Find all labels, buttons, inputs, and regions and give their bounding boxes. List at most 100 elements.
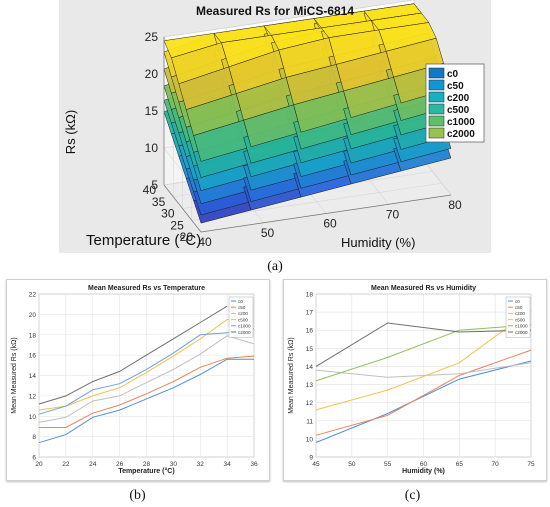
y-tick-label: 20	[180, 230, 194, 244]
legend-label-c200: c200	[447, 93, 470, 104]
chart-title: Measured Rs for MiCS-6814	[196, 4, 354, 18]
x-tick-label: 60	[420, 461, 428, 468]
x-axis-line	[200, 194, 452, 233]
x-tick-label: 45	[312, 461, 320, 468]
x-tick-label: 30	[170, 461, 178, 468]
legend-label-c1000: c1000	[447, 117, 475, 128]
x-tick-label: 65	[456, 461, 464, 468]
y-tick-label: 17	[306, 310, 314, 317]
y-tick-label: 10	[306, 436, 314, 443]
y-axis-label: Mean Measured Rs (kΩ)	[288, 337, 295, 413]
hum-series-c0-line	[315, 360, 532, 443]
humidity-chart-panel: 9 10 11 12 13 14 15 16 17 18 45 50 55 60 65 70 75 Mean Me…	[283, 279, 547, 481]
y-tick-label: 16	[306, 328, 314, 335]
legend-label-c2000: c2000	[238, 330, 251, 335]
legend-swatch-c50	[428, 79, 445, 91]
z-tick-label: 25	[145, 30, 159, 44]
y-tick-label: 16	[29, 353, 37, 360]
y-tick-label: 20	[29, 312, 37, 319]
x-tick-label: 22	[62, 461, 70, 468]
y-axis-label: Temperature (°C)	[86, 232, 201, 249]
y-tick-label: 40	[143, 183, 157, 197]
y-tick-label: 35	[152, 195, 166, 209]
caption-a: (a)	[267, 259, 283, 274]
y-tick-label: 25	[170, 218, 184, 232]
x-tick-label: 70	[386, 207, 400, 221]
x-tick-label: 36	[250, 461, 258, 468]
legend-label-c0: c0	[515, 299, 520, 304]
legend-label-c200: c200	[238, 311, 248, 316]
legend-label-c500: c500	[447, 105, 470, 116]
x-tick-label: 32	[197, 461, 205, 468]
temp-series-c50-line	[39, 355, 255, 428]
y-tick-label: 18	[29, 332, 37, 339]
legend-label-c0: c0	[447, 69, 459, 80]
caption-c: (c)	[404, 488, 421, 503]
x-tick-label: 50	[261, 226, 275, 240]
legend-label-c500: c500	[238, 317, 248, 322]
y-tick-label: 6	[32, 455, 36, 462]
x-tick-label: 55	[384, 461, 392, 468]
hum-series-c200-line	[315, 362, 532, 378]
x-tick-label: 75	[527, 461, 535, 468]
x-tick-label: 28	[143, 461, 151, 468]
legend-label-c2000: c2000	[447, 129, 475, 140]
y-tick-label: 8	[32, 434, 36, 441]
y-tick-label: 12	[306, 400, 314, 407]
y-tick-label: 15	[306, 346, 314, 353]
x-tick-label: 20	[35, 461, 43, 468]
x-tick-label: 34	[224, 461, 232, 468]
legend-label-c1000: c1000	[238, 324, 251, 329]
legend-label-c200: c200	[515, 311, 525, 316]
chart-title: Mean Measured Rs vs Humidity	[371, 285, 476, 292]
x-tick-label: 26	[116, 461, 124, 468]
y-tick-label: 14	[306, 364, 314, 371]
legend-swatch-c1000	[428, 115, 445, 127]
temp-series-c1000-line	[38, 328, 255, 415]
z-tick-label: 10	[145, 141, 159, 155]
x-tick-label: 50	[348, 461, 356, 468]
legend-label-c2000: c2000	[515, 330, 528, 335]
legend-label-c50: c50	[515, 305, 523, 310]
legend-swatch-c500	[428, 103, 445, 115]
legend-label-c500: c500	[515, 317, 525, 322]
legend-swatch-c0	[428, 67, 445, 79]
temp-series-c500-line	[38, 318, 255, 411]
legend-label-c0: c0	[238, 299, 243, 304]
y-tick-label: 12	[29, 393, 37, 400]
y-tick-label: 10	[29, 414, 37, 421]
x-tick-label: 24	[89, 461, 97, 468]
temp-series-c2000-line	[38, 305, 228, 405]
legend-label-c50: c50	[238, 305, 246, 310]
x-tick-label: 40	[198, 235, 212, 249]
temp-series-c200-line	[38, 335, 255, 423]
hum-series-c500-line	[315, 309, 532, 411]
legend-label-c1000: c1000	[515, 324, 528, 329]
x-axis-label: Humidity (%)	[402, 468, 445, 475]
y-tick-label: 30	[161, 207, 175, 221]
y-axis-label: Mean Measured Rs (kΩ)	[11, 337, 18, 413]
x-tick-label: 70	[492, 461, 500, 468]
y-tick-label: 18	[306, 292, 314, 299]
legend-swatch-c200	[428, 91, 445, 103]
y-tick-label: 13	[306, 382, 314, 389]
y-axis-line	[163, 184, 202, 233]
x-axis-label: Humidity (%)	[341, 235, 415, 250]
x-axis-label: Temperature (°C)	[118, 467, 174, 475]
legend-box	[505, 296, 531, 338]
z-axis-label: Rs (kΩ)	[63, 110, 78, 154]
y-tick-label: 22	[29, 292, 37, 299]
humidity-line-chart: 9 10 11 12 13 14 15 16 17 18 45 50 55 60 65 70 75 Mean Me…	[288, 285, 535, 475]
y-tick-label: 14	[29, 373, 37, 380]
legend-box	[228, 296, 254, 338]
chart-title: Mean Measured Rs vs Temperature	[88, 285, 205, 292]
surface-figure: 40 50 60 70 80 20 25 30 35 40 5 10 15 20 25 Measured Rs…	[59, 0, 491, 253]
caption-b: (b)	[129, 488, 146, 503]
hum-series-c50-line	[315, 349, 532, 436]
z-tick-label: 5	[151, 178, 158, 192]
x-tick-label: 80	[448, 198, 462, 212]
y-tick-label: 11	[306, 418, 313, 425]
hum-series-c1000-line	[315, 324, 532, 382]
hum-series-c2000-line	[315, 322, 532, 367]
